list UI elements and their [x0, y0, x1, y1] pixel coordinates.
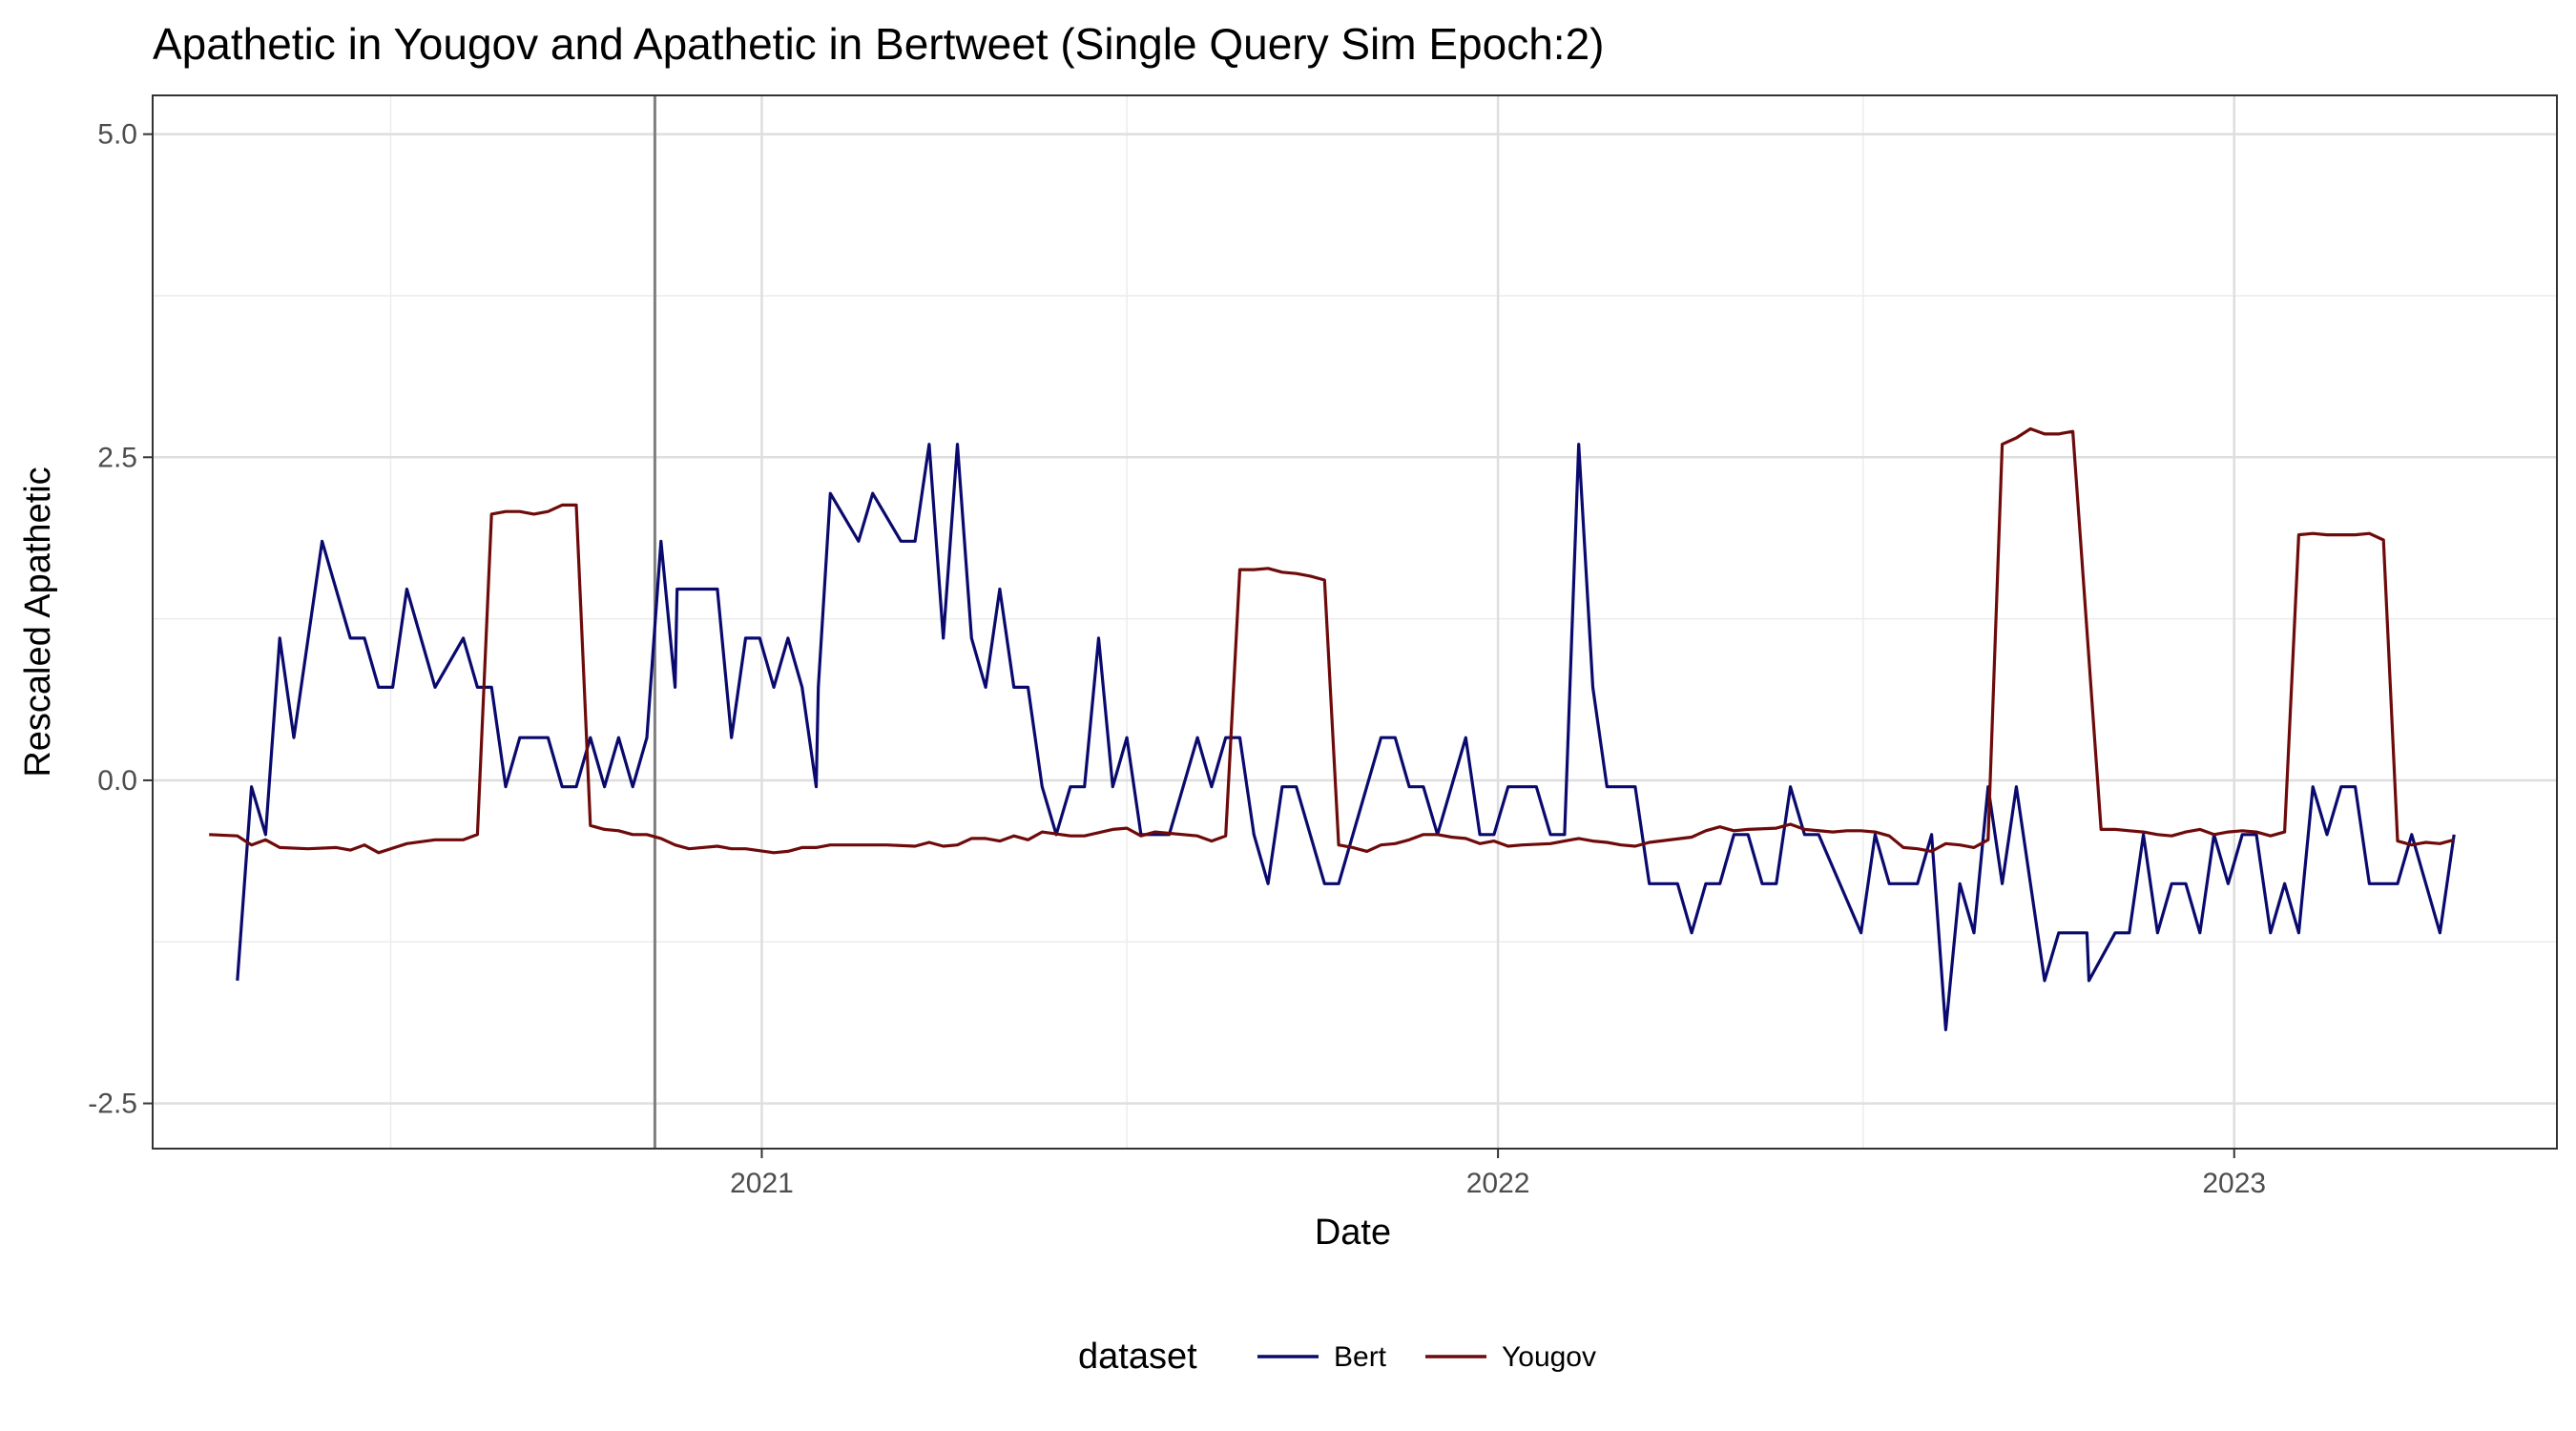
panel-background: [153, 95, 2557, 1149]
x-tick-label: 2022: [1466, 1168, 1530, 1199]
x-tick-label: 2021: [730, 1168, 794, 1199]
x-axis: 2021 2022 2023: [730, 1149, 2266, 1199]
series-line-yougov: [209, 426, 2455, 855]
y-tick-label: 2.5: [97, 442, 137, 473]
y-axis-title: Rescaled Apathetic: [18, 467, 58, 777]
x-tick-label: 2023: [2202, 1168, 2266, 1199]
legend: dataset Bert Yougov: [1078, 1337, 1596, 1377]
legend-label-yougov: Yougov: [1502, 1341, 1596, 1373]
y-tick-label: 0.0: [97, 765, 137, 797]
grid: [153, 95, 2557, 1149]
chart-title: Apathetic in Yougov and Apathetic in Ber…: [153, 19, 1604, 69]
y-tick-label: 5.0: [97, 119, 137, 151]
x-axis-title: Date: [1315, 1213, 1391, 1253]
y-axis: -2.5 0.0 2.5 5.0: [88, 119, 153, 1120]
panel-border: [152, 94, 2558, 1150]
legend-label-bert: Bert: [1334, 1341, 1387, 1373]
series-line-bert: [236, 443, 2456, 1032]
series-layer: [209, 426, 2456, 1032]
y-tick-label: -2.5: [88, 1089, 137, 1120]
legend-title: dataset: [1078, 1337, 1197, 1377]
